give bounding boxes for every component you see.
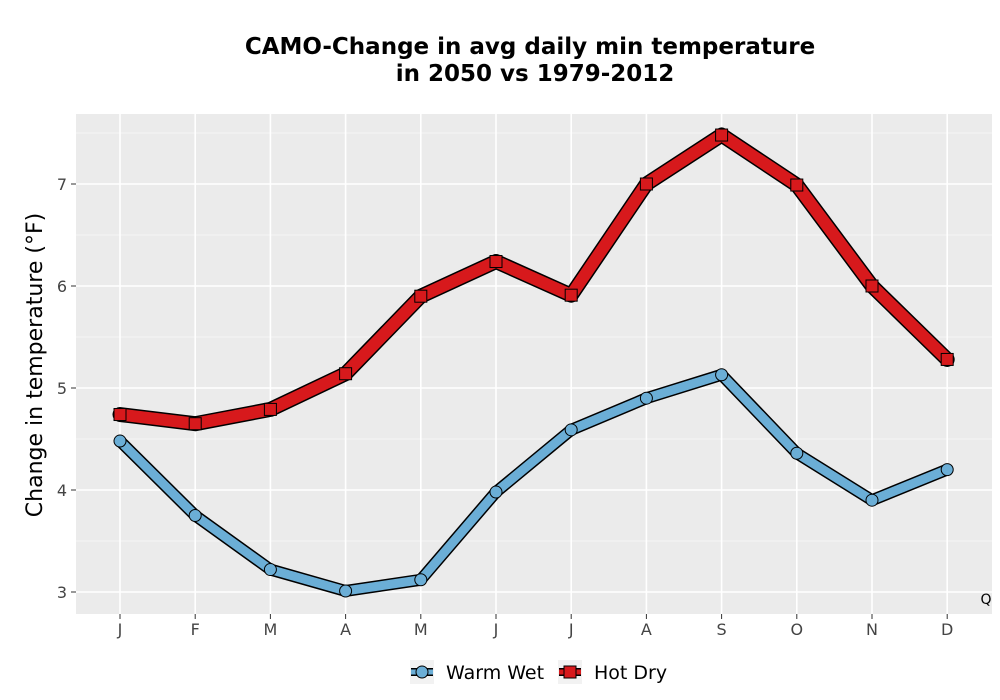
data-point xyxy=(188,417,202,431)
data-point xyxy=(489,485,503,499)
data-point xyxy=(339,584,353,598)
data-point xyxy=(188,509,202,522)
legend-label: Hot Dry xyxy=(594,662,667,684)
data-point xyxy=(865,279,879,293)
data-point xyxy=(489,255,503,269)
x-tick-label: N xyxy=(866,620,878,639)
legend-item: Warm Wet xyxy=(410,660,544,684)
series-layer xyxy=(112,127,955,598)
data-point xyxy=(940,352,954,366)
data-point xyxy=(414,573,428,587)
data-point xyxy=(564,423,578,437)
plot-panel xyxy=(76,114,992,614)
legend-key-marker xyxy=(415,665,429,679)
data-point xyxy=(263,563,277,577)
x-tick-label: A xyxy=(641,620,652,639)
x-tick-label: M xyxy=(263,620,277,639)
data-point xyxy=(865,493,879,507)
legend-key-marker xyxy=(563,665,577,679)
x-tick-label: J xyxy=(568,620,574,639)
y-tick-label: 4 xyxy=(57,481,67,500)
data-point xyxy=(639,177,653,191)
data-point xyxy=(715,368,729,382)
y-tick-label: 3 xyxy=(57,583,67,602)
x-tick-label: J xyxy=(493,620,499,639)
chart-title-line2: in 2050 vs 1979-2012 xyxy=(396,61,675,87)
series-line xyxy=(115,370,952,596)
data-point xyxy=(715,128,729,142)
x-tick-label: F xyxy=(191,620,200,639)
data-point xyxy=(414,289,428,303)
x-tick-label: S xyxy=(717,620,727,639)
corner-annotation: Q xyxy=(980,592,991,608)
x-tick-label: A xyxy=(340,620,351,639)
x-tick-label: D xyxy=(941,620,953,639)
x-tick-label: J xyxy=(117,620,123,639)
series-warm-wet xyxy=(113,368,954,598)
y-tick-label: 6 xyxy=(57,277,67,296)
y-axis-label: Change in temperature (°F) xyxy=(23,213,48,517)
x-tick-label: O xyxy=(791,620,804,639)
data-point xyxy=(940,463,954,477)
legend-label: Warm Wet xyxy=(446,662,544,684)
x-tick-label: M xyxy=(414,620,428,639)
data-point xyxy=(339,367,353,381)
legend: Warm Wet Hot Dry xyxy=(410,660,667,684)
legend-item: Hot Dry xyxy=(558,660,667,684)
data-point xyxy=(790,446,804,460)
chart-title-line1: CAMO-Change in avg daily min temperature xyxy=(245,34,815,60)
data-point xyxy=(790,178,804,192)
y-tick-label: 5 xyxy=(57,379,67,398)
data-point xyxy=(263,402,277,416)
data-point xyxy=(564,288,578,302)
data-point xyxy=(639,391,653,405)
y-axis: 3 4 5 6 7 xyxy=(57,175,76,602)
data-point xyxy=(113,408,127,422)
data-point xyxy=(113,434,127,448)
series-line xyxy=(114,129,954,430)
series-hot-dry xyxy=(112,127,955,432)
y-tick-label: 7 xyxy=(57,175,67,194)
